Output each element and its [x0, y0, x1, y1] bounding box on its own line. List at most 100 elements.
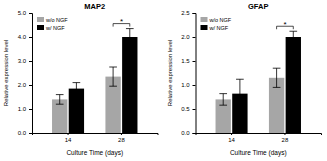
- error-line: [59, 95, 60, 105]
- error-line: [129, 29, 130, 46]
- error-cap: [219, 105, 227, 106]
- annotation: *: [283, 20, 286, 29]
- tick-mark: [193, 61, 196, 62]
- error-cap: [236, 108, 244, 109]
- figure: 0.0 1.0 2.0 3.0 4.0 5.0 14 28 * w/o NGF w/ NGF MAP2…: [0, 0, 327, 161]
- tick-label: 1.0: [18, 106, 27, 112]
- tick-label: 4.0: [18, 34, 27, 40]
- tick: 0.0: [18, 130, 32, 136]
- tick-mark: [121, 133, 122, 135]
- plot-area: [216, 31, 301, 133]
- error-bar: [109, 67, 117, 86]
- tick-label: 5.0: [18, 10, 27, 16]
- tick: 14: [65, 133, 72, 143]
- error-cap: [219, 93, 227, 94]
- tick: 1.0: [18, 106, 32, 112]
- tick: 2.5: [181, 10, 195, 16]
- bar: [52, 99, 67, 133]
- plot-area: [52, 29, 137, 133]
- bar: [286, 37, 301, 133]
- tick: 0.0: [181, 130, 195, 136]
- error-cap: [273, 68, 281, 69]
- tick: 1.0: [181, 82, 195, 88]
- error-bar: [219, 94, 227, 106]
- tick-label: 0.5: [181, 106, 190, 112]
- legend-item: w/o NGF: [201, 17, 232, 23]
- y-axis-title: Relative expression level: [3, 40, 9, 106]
- tick-mark: [193, 133, 196, 134]
- y-axis: 0.0 1.0 2.0 3.0 4.0 5.0: [18, 10, 33, 136]
- legend-item: w/ NGF: [37, 25, 65, 31]
- error-cap: [73, 82, 81, 83]
- error-bar: [56, 95, 64, 105]
- legend-swatch: [37, 25, 44, 30]
- tick-mark: [193, 13, 196, 14]
- tick-label: 2.0: [181, 34, 190, 40]
- tick-mark: [29, 133, 32, 134]
- legend: w/o NGF w/ NGF: [201, 17, 232, 31]
- legend-swatch: [201, 25, 208, 30]
- legend-item: w/ NGF: [201, 25, 229, 31]
- tick: 28: [118, 133, 125, 143]
- panel: 0.00.51.01.52.02.51428*w/o NGFw/ NGFGFAP…: [167, 2, 322, 157]
- axis-line: [193, 14, 197, 134]
- tick: 28: [282, 133, 289, 143]
- tick-label: 28: [282, 137, 289, 143]
- error-cap: [56, 94, 64, 95]
- tick-mark: [29, 85, 32, 86]
- legend-item: w/o NGF: [37, 17, 68, 23]
- tick-mark: [231, 133, 232, 135]
- error-cap: [289, 42, 297, 43]
- error-cap: [109, 67, 117, 68]
- tick-label: 1.0: [181, 82, 190, 88]
- tick-mark: [193, 85, 196, 86]
- title: GFAP: [248, 2, 268, 11]
- tick-mark: [68, 133, 69, 135]
- bar: [69, 89, 84, 133]
- tick: 4.0: [18, 34, 32, 40]
- tick: 14: [228, 133, 235, 143]
- tick-label: 14: [228, 137, 235, 143]
- legend-label: w/ NGF: [45, 25, 65, 31]
- tick: 5.0: [18, 10, 32, 16]
- axis-line: [33, 134, 159, 136]
- axis-line: [196, 134, 322, 136]
- axis-line: [29, 14, 33, 134]
- tick-mark: [29, 61, 32, 62]
- tick: 0.5: [181, 106, 195, 112]
- error-line: [76, 83, 77, 95]
- error-line: [113, 67, 114, 86]
- error-line: [223, 94, 224, 106]
- tick-label: 28: [118, 137, 125, 143]
- error-cap: [289, 31, 297, 32]
- x-axis: 14 28: [196, 133, 322, 143]
- title: MAP2: [84, 2, 105, 11]
- error-cap: [236, 79, 244, 80]
- tick: 3.0: [18, 58, 32, 64]
- error-bar: [126, 29, 134, 46]
- legend-swatch: [37, 17, 44, 22]
- x-axis-title: Culture Time (days): [66, 149, 123, 157]
- panel: 0.0 1.0 2.0 3.0 4.0 5.0 14 28 * w/o NGF w/ NGF MAP2…: [3, 2, 158, 157]
- bar: [122, 37, 137, 133]
- y-axis-title: Relative expression level: [167, 40, 173, 106]
- legend-label: w/o NGF: [45, 17, 68, 23]
- legend-label: w/ NGF: [209, 25, 229, 31]
- tick-label: 3.0: [18, 58, 27, 64]
- tick-label: 2.5: [181, 10, 190, 16]
- tick-label: 2.0: [18, 82, 27, 88]
- annotation: *: [120, 17, 123, 26]
- error-bar: [289, 31, 297, 43]
- tick-mark: [193, 109, 196, 110]
- error-cap: [109, 86, 117, 87]
- tick-mark: [29, 109, 32, 110]
- x-axis-title: Culture Time (days): [230, 149, 287, 157]
- error-cap: [273, 87, 281, 88]
- tick-mark: [284, 133, 285, 135]
- tick-label: 14: [65, 137, 72, 143]
- error-bar: [236, 79, 244, 108]
- error-cap: [73, 94, 81, 95]
- tick-label: 0.0: [181, 130, 190, 136]
- error-bar: [273, 68, 281, 87]
- legend: w/o NGF w/ NGF: [37, 17, 68, 31]
